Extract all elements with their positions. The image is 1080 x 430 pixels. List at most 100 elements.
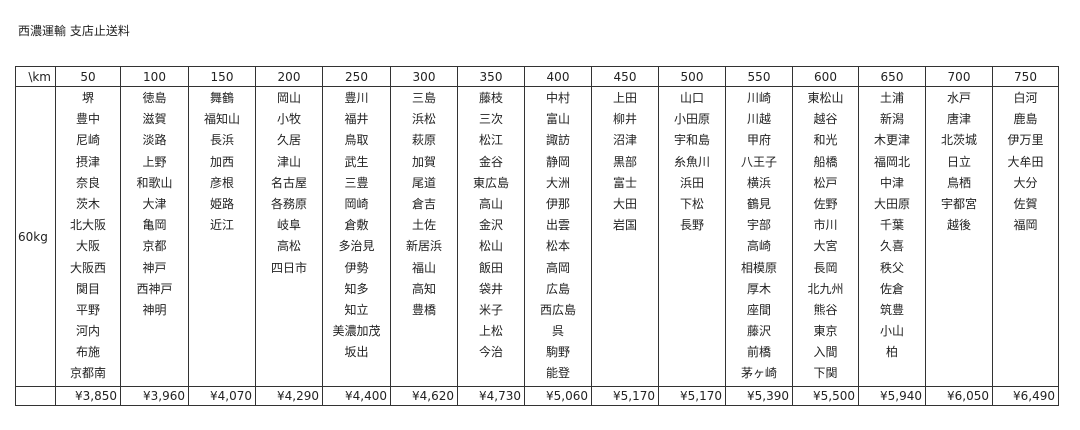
destination-branch: 高岡: [545, 260, 570, 275]
destination-branch: 新潟: [879, 112, 904, 127]
destinations-row: 60kg 堺豊中 尼崎 摂津 奈良 茨木 北大阪 大阪 大阪西 関目 平野 河内 布施 京都南 徳島 滋賀淡…: [15, 86, 1059, 387]
destination-cell: 白河 鹿島 伊万里 大牟田 大分 佐賀 福岡: [992, 86, 1059, 387]
destination-branch: 千葉: [879, 218, 904, 233]
destination-branch: 宇都宮: [940, 196, 977, 211]
destination-branch: 近江: [209, 218, 234, 233]
destination-branch: 豊中: [75, 112, 100, 127]
destination-cell: 三島 浜松 萩原 加賀 尾道 倉吉 土佐 新居浜 福山 高知 豊橋: [390, 86, 458, 387]
destination-branch: 豊川: [344, 91, 369, 105]
destination-branch: 広島: [545, 281, 570, 296]
price-cell: ¥5,170: [658, 386, 726, 406]
price-cell: ¥6,050: [925, 386, 993, 406]
destination-branch: 亀岡: [142, 218, 167, 233]
destination-branch: 前橋: [746, 345, 771, 360]
destination-branch: 長岡: [813, 260, 838, 275]
destination-branch: 大田原: [873, 196, 910, 211]
destination-branch: 四日市: [270, 260, 307, 275]
destination-branch: 白河: [1013, 91, 1038, 105]
destination-branch: 舞鶴: [209, 91, 234, 105]
destination-branch: 中津: [879, 175, 904, 190]
destination-branch: 高知: [411, 281, 436, 296]
destination-branch: 和歌山: [136, 175, 173, 190]
destination-branch: 下松: [679, 196, 704, 211]
destination-branch: 下関: [813, 366, 838, 381]
destination-branch: 平野: [75, 302, 100, 317]
price-cell: ¥3,960: [120, 386, 189, 406]
distance-header: 500: [658, 66, 726, 87]
destination-branch: 土浦: [879, 91, 904, 105]
destination-branch: 松江: [478, 133, 503, 148]
destination-branch: 市川: [813, 218, 838, 233]
destination-branch: 倉敷: [344, 218, 369, 233]
destination-branch: 北茨城: [940, 133, 977, 148]
destination-branch: 糸魚川: [673, 154, 710, 169]
destination-branch: 加賀: [411, 154, 436, 169]
destination-branch: 松山: [478, 239, 503, 254]
destination-branch: 浜田: [679, 175, 704, 190]
price-cell: ¥5,940: [858, 386, 926, 406]
destination-branch: 福山: [411, 260, 436, 275]
destination-cell: 藤枝 三次 松江 金谷 東広島 高山 金沢 松山 飯田 袋井 米子 上松 今治: [457, 86, 525, 387]
destination-branch: 出雲: [545, 218, 570, 233]
destination-branch: 福井: [344, 112, 369, 127]
destination-branch: 大宮: [813, 239, 838, 254]
destination-branch: 静岡: [545, 154, 570, 169]
destination-branch: 中村: [545, 91, 570, 105]
destination-branch: 小田原: [673, 112, 710, 127]
destination-branch: 小山: [879, 324, 904, 339]
destination-branch: 高山: [478, 196, 503, 211]
destination-branch: 唐津: [946, 112, 971, 127]
destination-branch: 尾道: [411, 175, 436, 190]
destination-branch: 長野: [679, 218, 704, 233]
destination-branch: 高松: [276, 239, 301, 254]
destination-branch: 京都南: [69, 366, 106, 381]
destination-branch: 松戸: [813, 175, 838, 190]
destination-branch: 河内: [75, 324, 100, 339]
destination-branch: 水戸: [946, 91, 971, 105]
destination-branch: 呉: [551, 324, 564, 339]
price-label-cell: [15, 386, 56, 406]
destination-branch: 木更津: [873, 133, 910, 148]
destination-branch: 鳥栖: [946, 175, 971, 190]
destination-branch: 東広島: [472, 175, 509, 190]
destination-branch: 茅ヶ崎: [740, 366, 777, 381]
destination-branch: 藤枝: [478, 91, 503, 105]
destination-branch: 鳥取: [344, 133, 369, 148]
destination-cell: 徳島 滋賀 淡路 上野 和歌山 大津 亀岡 京都 神戸 西神戸 神明: [120, 86, 189, 387]
price-cell: ¥4,620: [390, 386, 458, 406]
price-cell: ¥5,060: [524, 386, 592, 406]
destination-branch: 米子: [478, 302, 503, 317]
destination-branch: 西広島: [539, 302, 576, 317]
destination-branch: 宇部: [746, 218, 771, 233]
destination-branch: 日立: [946, 154, 971, 169]
weight-label: 60kg: [15, 86, 56, 387]
destination-branch: 伊勢: [344, 260, 369, 275]
destination-branch: 富山: [545, 112, 570, 127]
destination-branch: 川崎: [746, 91, 771, 105]
corner-label: \km: [15, 66, 56, 87]
destination-cell: 川崎 川越 甲府 八王子 横浜 鶴見 宇部 高崎 相模原 厚木 座間 藤沢 前橋 茅ヶ崎: [725, 86, 793, 387]
destination-cell: 中村 富山 諏訪 静岡 大洲 伊那 出雲 松本 高岡 広島 西広島呉駒野 能登: [524, 86, 592, 387]
destination-branch: 西神戸: [136, 281, 173, 296]
destination-branch: 滋賀: [142, 112, 167, 127]
destination-branch: 福岡北: [873, 154, 910, 169]
destination-branch: 各務原: [270, 196, 307, 211]
destination-branch: 奈良: [75, 175, 100, 190]
destination-branch: 彦根: [209, 175, 234, 190]
distance-header: 300: [390, 66, 458, 87]
destination-branch: 神戸: [142, 260, 167, 275]
destination-branch: 駒野: [545, 345, 570, 360]
destination-branch: 尼崎: [75, 133, 100, 148]
destination-branch: 沼津: [612, 133, 637, 148]
destination-cell: 土浦 新潟 木更津 福岡北 中津 大田原 千葉 久喜 秩父 佐倉 筑豊 小山柏: [858, 86, 926, 387]
destination-branch: 諏訪: [545, 133, 570, 148]
destination-branch: 相模原: [740, 260, 777, 275]
destination-branch: 大田: [612, 196, 637, 211]
destination-branch: 鶴見: [746, 196, 771, 211]
destination-branch: 黒部: [612, 154, 637, 169]
destination-cell: 舞鶴 福知山 長浜 加西 彦根 姫路 近江: [188, 86, 256, 387]
destination-branch: 岩国: [612, 218, 637, 233]
destination-branch: 小牧: [276, 112, 301, 127]
destination-cell: 豊川 福井 鳥取 武生 三豊 岡崎 倉敷 多治見 伊勢 知多 知立 美濃加茂 坂出: [322, 86, 391, 387]
destination-branch: 岡山: [276, 91, 301, 105]
